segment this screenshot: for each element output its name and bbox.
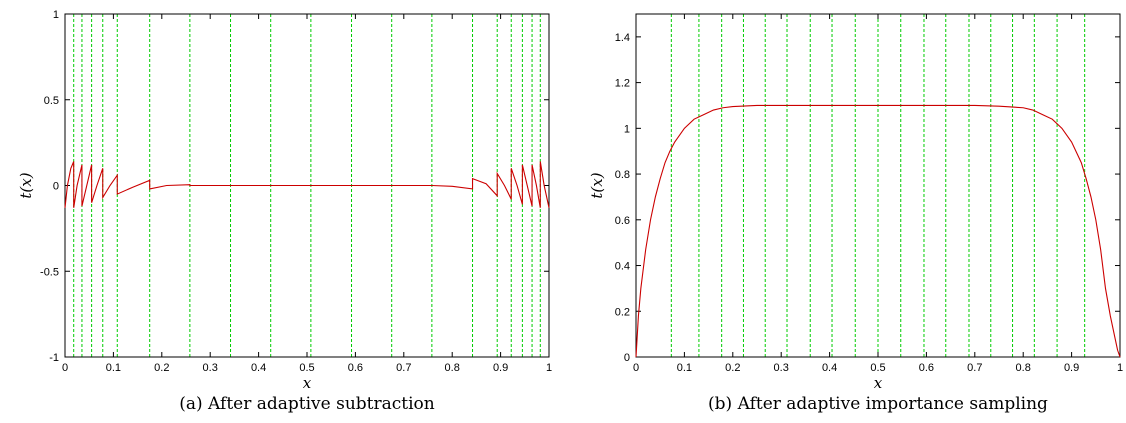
y-tick-label: 1.2 <box>615 78 630 90</box>
y-tick-label: 0 <box>624 352 630 364</box>
y-tick-label: 0 <box>53 181 59 193</box>
figure-caption: (a) After adaptive subtraction <box>179 394 435 414</box>
x-tick-label: 0.4 <box>251 362 266 374</box>
y-tick-label: 0.5 <box>44 95 59 107</box>
x-tick-label: 0.3 <box>774 362 789 374</box>
x-tick-label: 0.2 <box>154 362 169 374</box>
x-tick-label: 0.1 <box>106 362 121 374</box>
x-tick-label: 0.9 <box>1064 362 1079 374</box>
x-tick-label: 1 <box>546 362 552 374</box>
x-tick-label: 0.2 <box>725 362 740 374</box>
x-tick-label: 0 <box>633 362 639 374</box>
y-axis-label: t(x) <box>17 172 35 198</box>
y-tick-label: 1.4 <box>615 32 630 44</box>
x-tick-label: 0.8 <box>1016 362 1031 374</box>
x-axis-label: x <box>303 374 312 392</box>
y-tick-label: 0.4 <box>615 261 630 273</box>
x-tick-label: 0.5 <box>299 362 314 374</box>
x-tick-label: 0.6 <box>348 362 363 374</box>
x-tick-label: 0.9 <box>493 362 508 374</box>
series-line <box>64 161 550 208</box>
y-tick-label: 0.6 <box>615 215 630 227</box>
x-tick-label: 0.3 <box>203 362 218 374</box>
y-tick-label: 0.2 <box>615 306 630 318</box>
x-tick-label: 0.4 <box>822 362 837 374</box>
chart-panel-b: 0 0.1 0.2 0.3 0.4 0.5 0.6 0.7 0.8 0.9 1 0 0.2 0.4 0.6 0… <box>588 13 1123 414</box>
y-tick-label: -0.5 <box>40 266 59 278</box>
x-axis-label: x <box>874 374 883 392</box>
x-tick-label: 1 <box>1117 362 1123 374</box>
y-axis-label: t(x) <box>588 172 606 198</box>
y-tick-label: -1 <box>49 352 59 364</box>
x-tick-label: 0.7 <box>967 362 982 374</box>
figure-caption: (b) After adaptive importance sampling <box>708 394 1048 414</box>
x-tick-label: 0.8 <box>445 362 460 374</box>
y-tick-label: 1 <box>624 123 630 135</box>
chart-panel-a: 0 0.1 0.2 0.3 0.4 0.5 0.6 0.7 0.8 0.9 1 -1 -0.5 0 0.5 1… <box>17 9 552 414</box>
x-tick-label: 0 <box>62 362 68 374</box>
x-tick-label: 0.6 <box>919 362 934 374</box>
x-tick-label: 0.7 <box>396 362 411 374</box>
x-tick-label: 0.1 <box>677 362 692 374</box>
y-tick-label: 0.8 <box>615 169 630 181</box>
x-tick-label: 0.5 <box>870 362 885 374</box>
y-tick-label: 1 <box>53 9 59 21</box>
series-line <box>635 104 1121 358</box>
